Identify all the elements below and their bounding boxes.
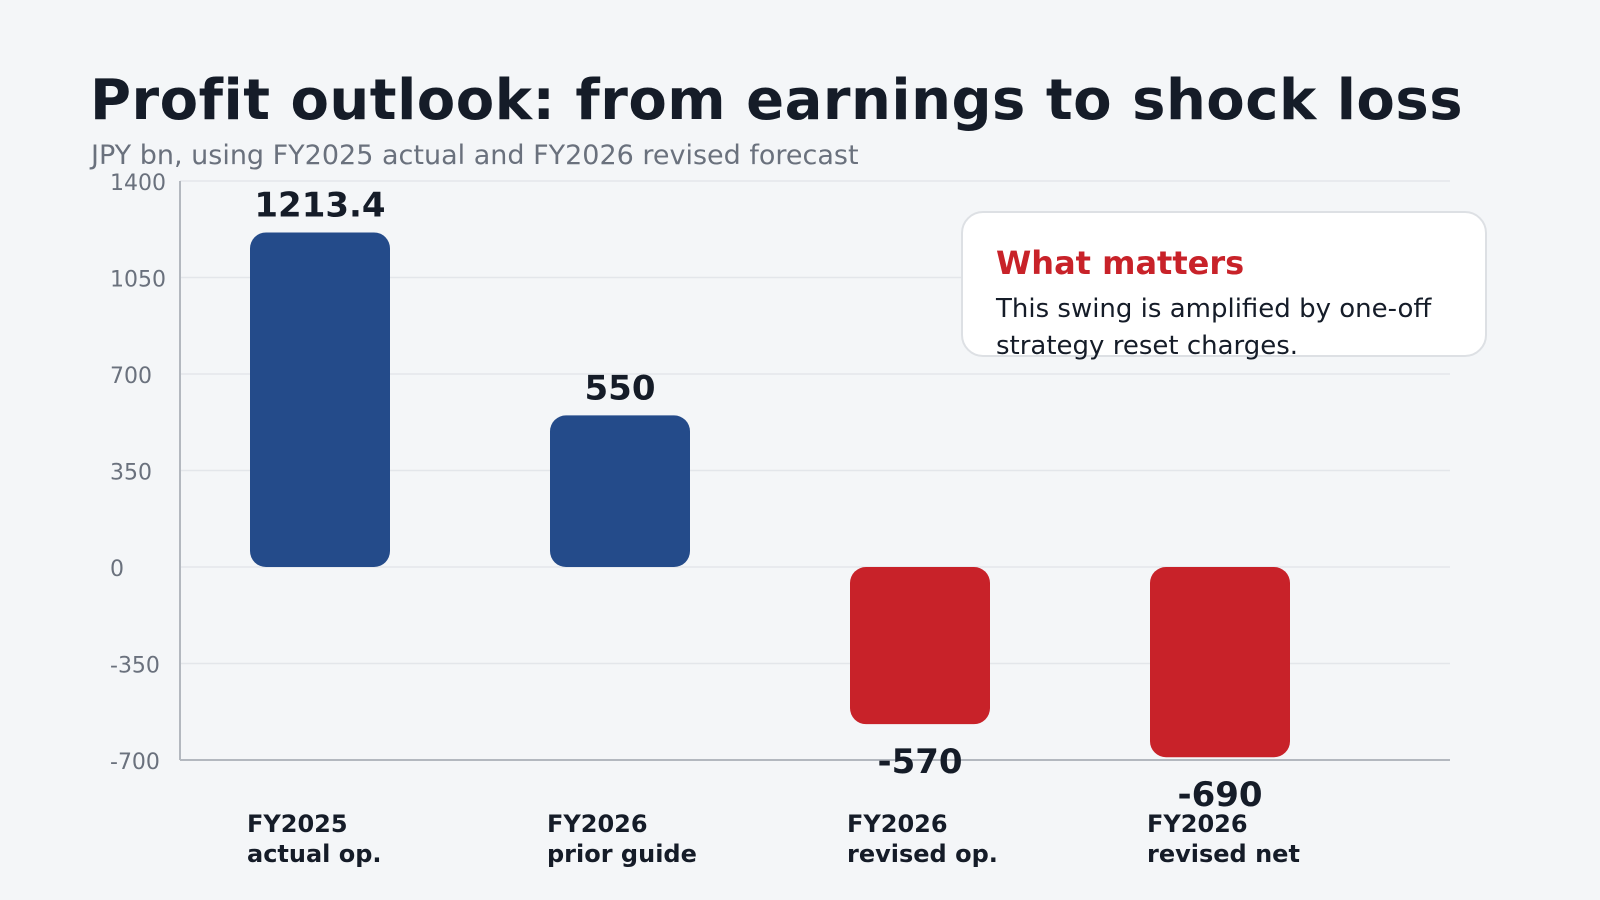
x-category-label-line: FY2026 [1147, 810, 1248, 838]
bar [1150, 567, 1290, 758]
bar-value-label: 550 [585, 368, 656, 408]
x-category-label-line: prior guide [547, 840, 697, 868]
x-category-label-line: revised op. [847, 840, 998, 868]
y-tick-label: -700 [110, 750, 160, 775]
chart-title: Profit outlook: from earnings to shock l… [90, 68, 1464, 133]
callout-box: What matters This swing is amplified by … [961, 211, 1487, 361]
chart-subtitle: JPY bn, using FY2025 actual and FY2026 r… [91, 140, 859, 171]
x-category-label: FY2026 revised op. [847, 810, 998, 868]
bar [550, 415, 690, 567]
x-category-label-line: revised net [1147, 840, 1300, 868]
x-category-label-line: actual op. [247, 840, 382, 868]
y-tick-label: -350 [110, 654, 160, 679]
bar-value-label: -570 [877, 742, 962, 782]
y-tick-label: 700 [110, 364, 152, 389]
x-category-label-line: FY2026 [547, 810, 648, 838]
x-category-label-line: FY2026 [847, 810, 948, 838]
bar-value-label: -690 [1177, 775, 1262, 815]
y-tick-label: 1050 [110, 268, 166, 293]
x-category-label-line: FY2025 [247, 810, 348, 838]
x-category-label: FY2026 revised net [1147, 810, 1300, 868]
y-tick-label: 1400 [110, 171, 166, 196]
callout-body: This swing is amplified by one-off strat… [996, 294, 1432, 361]
y-tick-label: 350 [110, 461, 152, 486]
bar [250, 232, 390, 567]
bar-value-label: 1213.4 [254, 185, 385, 225]
callout-title: What matters [996, 244, 1245, 282]
x-category-label: FY2026 prior guide [547, 810, 697, 868]
bar [850, 567, 990, 725]
y-tick-label: 0 [110, 557, 124, 582]
x-category-label: FY2025 actual op. [247, 810, 382, 868]
